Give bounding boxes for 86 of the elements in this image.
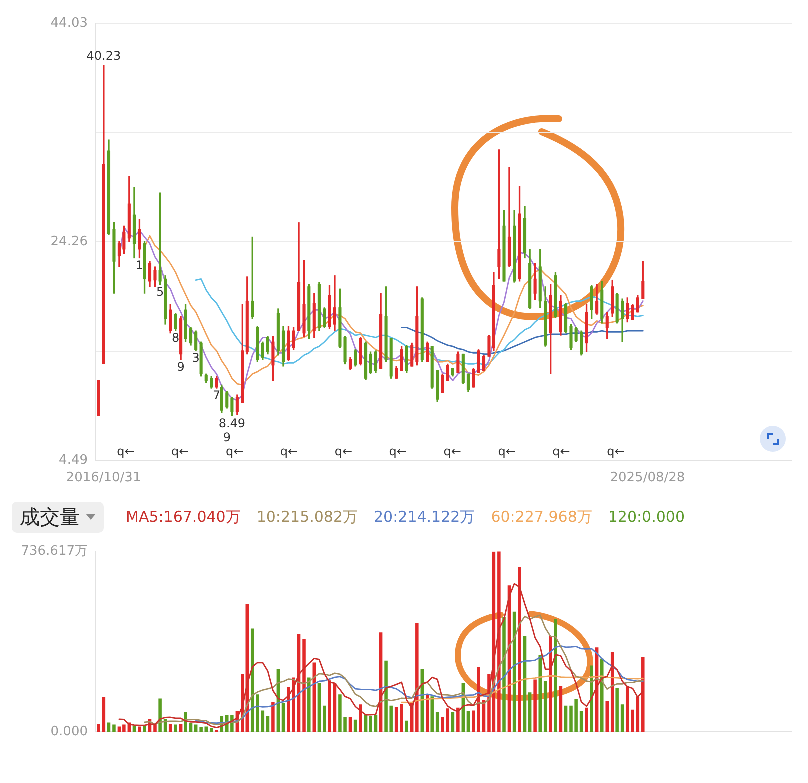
- x-tick-label: 2025/08/28: [610, 470, 686, 486]
- bar: [102, 697, 106, 732]
- y-tick-label: 736.617万: [21, 544, 88, 560]
- annotation: q←: [607, 444, 625, 459]
- bar: [174, 724, 178, 732]
- text: 20:214.122万: [374, 508, 476, 526]
- bar: [359, 704, 362, 732]
- bar: [179, 724, 183, 732]
- bar: [580, 712, 584, 732]
- bar: [554, 619, 558, 732]
- annotation: q←: [334, 444, 353, 459]
- annotation: 5: [156, 284, 164, 299]
- bar: [400, 704, 404, 732]
- y-tick-label: 24.26: [50, 234, 88, 250]
- bar: [302, 639, 306, 732]
- x-tick-label: 2016/10/31: [66, 470, 142, 486]
- bar: [189, 724, 193, 732]
- bar: [405, 720, 408, 732]
- y-tick-label: 4.49: [59, 452, 88, 468]
- legend-label: 120:0.000: [608, 508, 685, 526]
- bar: [620, 704, 624, 732]
- bar: [154, 724, 157, 732]
- bar: [518, 568, 522, 732]
- bar: [328, 680, 332, 732]
- text: MA5:167.040万: [126, 508, 241, 526]
- bar: [559, 686, 563, 732]
- bar: [426, 694, 430, 732]
- annotation: 8: [172, 331, 180, 346]
- bar: [97, 724, 100, 732]
- bar: [502, 618, 506, 732]
- annotation: q←: [172, 444, 190, 459]
- bar: [606, 702, 609, 732]
- annotation: q←: [389, 444, 407, 459]
- annotation: q←: [280, 444, 298, 459]
- bar: [534, 680, 537, 732]
- bar: [261, 710, 265, 732]
- bar: [590, 666, 594, 732]
- bar: [564, 706, 568, 732]
- bar: [466, 712, 470, 732]
- text: 10:215.082万: [256, 508, 358, 526]
- bar: [544, 681, 548, 732]
- annotation: q←: [498, 444, 516, 459]
- bar: [436, 712, 440, 732]
- bar: [266, 716, 270, 732]
- bar: [138, 726, 142, 732]
- chart-title: 成交量: [20, 504, 80, 530]
- bar: [441, 717, 444, 732]
- bar: [456, 708, 460, 732]
- annotation: q←: [444, 444, 462, 459]
- bar: [168, 724, 172, 732]
- bar: [585, 708, 588, 732]
- bar: [394, 707, 398, 732]
- annotation: 7: [213, 388, 221, 403]
- bar: [416, 623, 419, 732]
- bar: [348, 717, 352, 732]
- bar: [282, 703, 286, 732]
- annotation: 8.49: [218, 416, 246, 430]
- bar: [430, 696, 434, 732]
- y-tick-label: 0.000: [50, 724, 88, 740]
- bar: [549, 636, 552, 732]
- y-tick-label: 44.03: [50, 16, 88, 32]
- annotation: q←: [117, 444, 135, 459]
- bar: [498, 552, 501, 732]
- annotation: 9: [177, 360, 185, 374]
- bar: [600, 658, 604, 732]
- bar: [451, 712, 455, 732]
- annotation: 3: [192, 351, 200, 366]
- bar: [256, 694, 260, 732]
- annotation: 1: [136, 258, 144, 272]
- annotation: 40.23: [86, 48, 122, 63]
- bar: [318, 683, 322, 732]
- bar: [616, 688, 619, 732]
- bar: [272, 702, 275, 732]
- bar: [323, 706, 326, 732]
- annotation: q←: [226, 444, 244, 459]
- bar: [112, 724, 116, 732]
- dropdown-button: 成交量: [12, 502, 104, 532]
- bar: [374, 715, 378, 732]
- bar: [538, 655, 542, 732]
- bar: [308, 678, 311, 732]
- text: 60:227.968万: [491, 508, 592, 526]
- bar: [446, 708, 450, 732]
- annotation: q←: [552, 444, 570, 459]
- bar: [528, 692, 532, 732]
- annotation: 9: [223, 430, 231, 445]
- bar: [642, 657, 645, 732]
